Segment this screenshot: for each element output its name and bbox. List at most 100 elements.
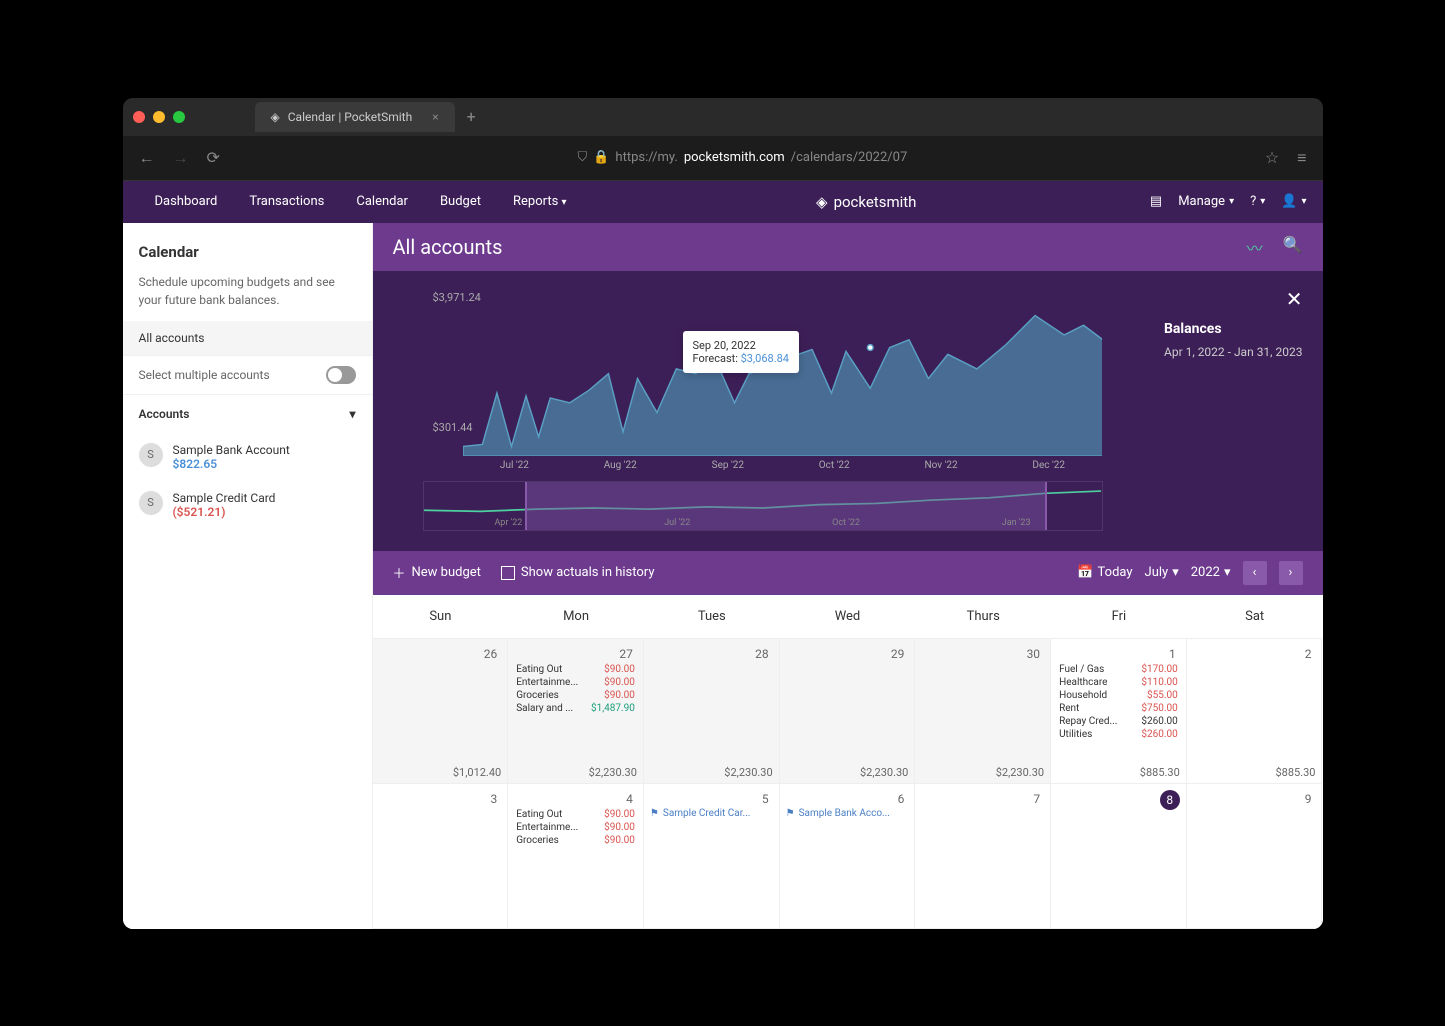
bookmark-icon[interactable]: ☆ [1261, 144, 1283, 171]
address-field[interactable]: ⛉ 🔒 https://my.pocketsmith.com/calendars… [234, 150, 1251, 165]
trend-icon[interactable]: 〰 [1247, 235, 1263, 259]
logo-icon: ◈ [816, 193, 828, 211]
calendar-grid: SunMonTuesWedThursFriSat26$1,012.4027Eat… [373, 595, 1323, 929]
budget-event[interactable]: Entertainme...$90.00 [514, 676, 637, 689]
mini-chart[interactable]: Apr '22Jul '22Oct '22Jan '23 [423, 481, 1103, 531]
budget-event[interactable]: Household$55.00 [1057, 689, 1180, 702]
chart-panel: ✕ Balances Apr 1, 2022 - Jan 31, 2023 $3… [373, 271, 1323, 551]
forward-button[interactable]: → [169, 144, 193, 172]
account-item[interactable]: SSample Credit Card($521.21) [123, 481, 372, 529]
calendar-cell[interactable]: 2$885.30 [1187, 639, 1323, 784]
help-icon[interactable]: ? ▾ [1250, 194, 1265, 209]
logo[interactable]: ◈ pocketsmith [583, 193, 1150, 211]
calendar-cell[interactable]: 30$2,230.30 [915, 639, 1051, 784]
browser-tab[interactable]: ◈ Calendar | PocketSmith × [255, 102, 455, 132]
calendar-cell[interactable]: 29$2,230.30 [780, 639, 916, 784]
reload-button[interactable]: ⟳ [203, 144, 224, 171]
day-number: 4 [514, 790, 637, 808]
nav-transactions[interactable]: Transactions [233, 194, 340, 209]
close-chart-icon[interactable]: ✕ [1286, 287, 1303, 311]
calendar-cell[interactable]: 7 [915, 784, 1051, 929]
budget-event[interactable]: Eating Out$90.00 [514, 663, 637, 676]
nav-reports[interactable]: Reports ▾ [497, 194, 583, 209]
budget-event[interactable]: Salary and ...$1,487.90 [514, 702, 637, 715]
budget-event[interactable]: Groceries$90.00 [514, 834, 637, 847]
budget-event[interactable]: Eating Out$90.00 [514, 808, 637, 821]
day-number: 28 [650, 645, 773, 663]
url-bar: ← → ⟳ ⛉ 🔒 https://my.pocketsmith.com/cal… [123, 136, 1323, 181]
budget-event[interactable]: Utilities$260.00 [1057, 728, 1180, 741]
sidebar: Calendar Schedule upcoming budgets and s… [123, 223, 373, 929]
calendar-cell[interactable]: 27Eating Out$90.00Entertainme...$90.00Gr… [508, 639, 644, 784]
account-flag[interactable]: ⚑ Sample Bank Acco... [786, 808, 909, 819]
close-tab-icon[interactable]: × [432, 110, 438, 124]
day-number: 2 [1193, 645, 1316, 663]
budget-event[interactable]: Groceries$90.00 [514, 689, 637, 702]
month-select[interactable]: July ▾ [1145, 565, 1179, 580]
nav-calendar[interactable]: Calendar [340, 194, 424, 209]
budget-event[interactable]: Fuel / Gas$170.00 [1057, 663, 1180, 676]
day-header: Thurs [915, 595, 1051, 639]
traffic-lights [133, 111, 185, 123]
day-number: 1 [1057, 645, 1180, 663]
calendar-cell[interactable]: 8 [1051, 784, 1187, 929]
content: Calendar Schedule upcoming budgets and s… [123, 223, 1323, 929]
nav-dashboard[interactable]: Dashboard [139, 194, 234, 209]
tab-title: Calendar | PocketSmith [288, 110, 412, 124]
hamburger-menu-icon[interactable]: ≡ [1293, 144, 1310, 172]
notification-icon[interactable]: ▤ [1150, 194, 1162, 209]
budget-event[interactable]: Repay Cred...$260.00 [1057, 715, 1180, 728]
calendar-cell[interactable]: 3 [373, 784, 509, 929]
calendar-cell[interactable]: 1Fuel / Gas$170.00Healthcare$110.00House… [1051, 639, 1187, 784]
day-number: 3 [379, 790, 502, 808]
balance-chart[interactable]: $3,971.24 $301.44 Sep 20, 2022 Forecast:… [393, 291, 1103, 471]
new-budget-button[interactable]: ＋ New budget [393, 563, 481, 582]
calendar-cell[interactable]: 26$1,012.40 [373, 639, 509, 784]
search-icon[interactable]: 🔍 [1283, 235, 1303, 259]
close-window-button[interactable] [133, 111, 145, 123]
budget-event[interactable]: Rent$750.00 [1057, 702, 1180, 715]
today-button[interactable]: 📅 Today [1077, 565, 1132, 580]
multi-select-toggle[interactable] [326, 366, 356, 384]
day-balance: $2,230.30 [860, 766, 908, 779]
sidebar-title: Calendar [139, 243, 356, 261]
budget-event[interactable]: Healthcare$110.00 [1057, 676, 1180, 689]
chart-marker [867, 344, 873, 350]
new-tab-button[interactable]: + [467, 107, 476, 126]
account-flag[interactable]: ⚑ Sample Credit Car... [650, 808, 773, 819]
x-labels: Jul '22Aug '22Sep '22Oct '22Nov '22Dec '… [463, 460, 1103, 471]
mini-labels: Apr '22Jul '22Oct '22Jan '23 [424, 518, 1102, 528]
nav-budget[interactable]: Budget [424, 194, 497, 209]
calendar-cell[interactable]: 6⚑ Sample Bank Acco... [780, 784, 916, 929]
calendar-cell[interactable]: 9 [1187, 784, 1323, 929]
accounts-header[interactable]: Accounts ▾ [123, 395, 372, 433]
url-domain: pocketsmith.com [684, 150, 785, 165]
minimize-window-button[interactable] [153, 111, 165, 123]
user-icon[interactable]: 👤 ▾ [1281, 194, 1306, 209]
calendar-cell[interactable]: 28$2,230.30 [644, 639, 780, 784]
tooltip-value: $3,068.84 [741, 352, 789, 365]
account-icon: S [139, 443, 163, 467]
main: All accounts 〰 🔍 ✕ Balances Apr 1, 2022 … [373, 223, 1323, 929]
budget-event[interactable]: Entertainme...$90.00 [514, 821, 637, 834]
year-select[interactable]: 2022 ▾ [1191, 565, 1231, 580]
prev-month-button[interactable]: ‹ [1243, 561, 1267, 585]
show-actuals-toggle[interactable]: Show actuals in history [501, 565, 655, 580]
sidebar-multi-select: Select multiple accounts [123, 356, 372, 395]
manage-menu[interactable]: Manage ▾ [1178, 194, 1234, 209]
calendar-cell[interactable]: 4Eating Out$90.00Entertainme...$90.00Gro… [508, 784, 644, 929]
maximize-window-button[interactable] [173, 111, 185, 123]
logo-text: pocketsmith [834, 193, 917, 211]
page-title: All accounts [393, 235, 503, 259]
next-month-button[interactable]: › [1279, 561, 1303, 585]
day-header: Sun [373, 595, 509, 639]
calendar-cell[interactable]: 5⚑ Sample Credit Car... [644, 784, 780, 929]
day-number: 6 [786, 790, 909, 808]
day-header: Tues [644, 595, 780, 639]
day-number: 30 [921, 645, 1044, 663]
account-item[interactable]: SSample Bank Account$822.65 [123, 433, 372, 481]
sidebar-desc: Schedule upcoming budgets and see your f… [139, 273, 356, 309]
back-button[interactable]: ← [135, 144, 159, 172]
sidebar-all-accounts[interactable]: All accounts [123, 321, 372, 356]
chart-info-title: Balances [1164, 321, 1303, 337]
